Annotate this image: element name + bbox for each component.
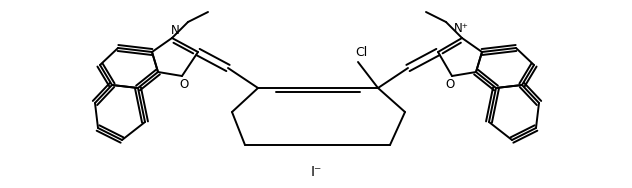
Text: O: O — [179, 79, 188, 92]
Text: I⁻: I⁻ — [310, 165, 322, 179]
Text: N⁺: N⁺ — [454, 23, 468, 36]
Text: N: N — [171, 24, 179, 36]
Text: O: O — [446, 79, 454, 92]
Text: Cl: Cl — [355, 46, 367, 59]
